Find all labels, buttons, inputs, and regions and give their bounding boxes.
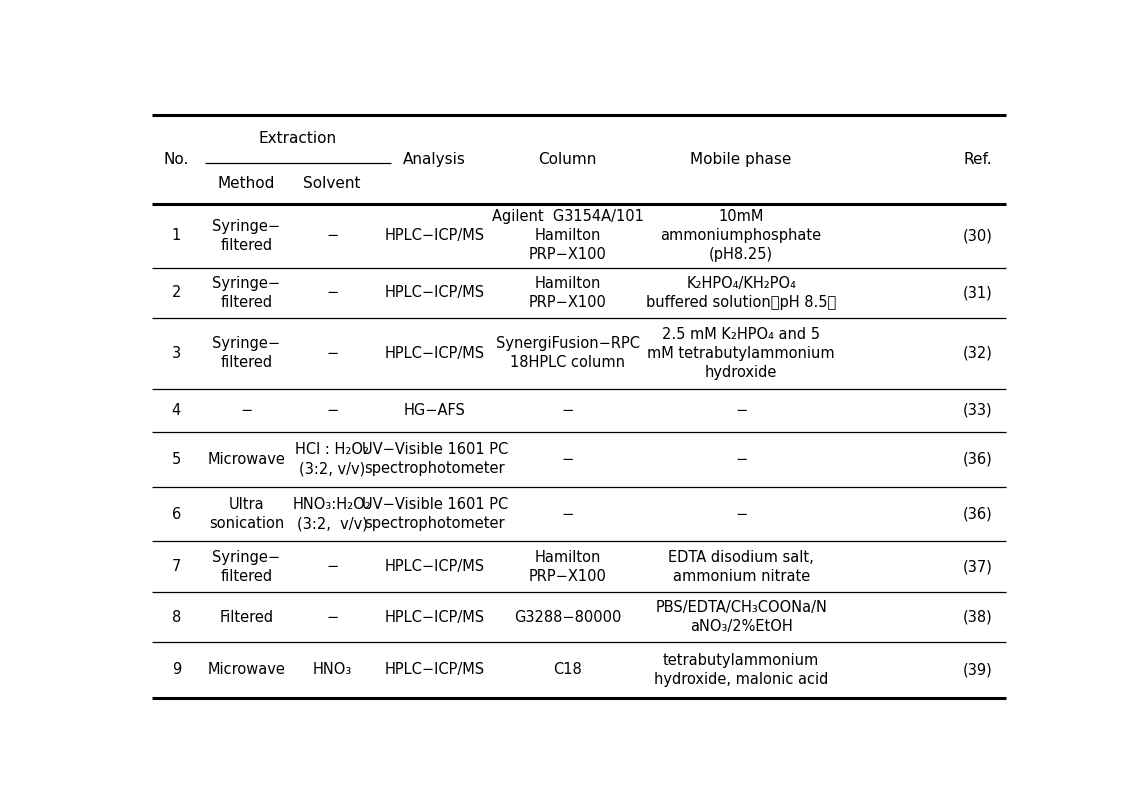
Text: Solvent: Solvent [304, 176, 360, 191]
Text: −: − [562, 507, 574, 521]
Text: 1: 1 [172, 228, 181, 243]
Text: (38): (38) [963, 610, 992, 625]
Text: HNO₃: HNO₃ [313, 662, 351, 677]
Text: G3288−80000: G3288−80000 [514, 610, 622, 625]
Text: (30): (30) [963, 228, 992, 243]
Text: EDTA disodium salt,
ammonium nitrate: EDTA disodium salt, ammonium nitrate [668, 550, 814, 584]
Text: Microwave: Microwave [208, 662, 285, 677]
Text: (36): (36) [963, 451, 992, 466]
Text: 7: 7 [172, 559, 181, 574]
Text: Syringe−
filtered: Syringe− filtered [212, 337, 280, 371]
Text: −: − [327, 346, 338, 361]
Text: −: − [327, 559, 338, 574]
Text: −: − [734, 451, 747, 466]
Text: −: − [241, 403, 252, 418]
Text: Agilent  G3154A/101
Hamilton
PRP−X100: Agilent G3154A/101 Hamilton PRP−X100 [492, 209, 644, 262]
Text: Syringe−
filtered: Syringe− filtered [212, 219, 280, 253]
Text: K₂HPO₄/KH₂PO₄
buffered solution（pH 8.5）: K₂HPO₄/KH₂PO₄ buffered solution（pH 8.5） [646, 276, 836, 310]
Text: PBS/EDTA/CH₃COONa/N
aNO₃/2%EtOH: PBS/EDTA/CH₃COONa/N aNO₃/2%EtOH [655, 600, 827, 634]
Text: Syringe−
filtered: Syringe− filtered [212, 550, 280, 584]
Text: Hamilton
PRP−X100: Hamilton PRP−X100 [529, 276, 607, 310]
Text: 3: 3 [172, 346, 181, 361]
Text: Ultra
sonication: Ultra sonication [209, 497, 284, 531]
Text: 5: 5 [172, 451, 181, 466]
Text: Extraction: Extraction [259, 131, 337, 147]
Text: (39): (39) [963, 662, 992, 677]
Text: −: − [327, 610, 338, 625]
Text: (32): (32) [963, 346, 992, 361]
Text: −: − [327, 285, 338, 300]
Text: HPLC−ICP/MS: HPLC−ICP/MS [384, 285, 485, 300]
Text: −: − [327, 228, 338, 243]
Text: Mobile phase: Mobile phase [690, 151, 792, 166]
Text: Filtered: Filtered [219, 610, 273, 625]
Text: UV−Visible 1601 PC
spectrophotometer: UV−Visible 1601 PC spectrophotometer [362, 442, 507, 476]
Text: Ref.: Ref. [963, 151, 992, 166]
Text: 6: 6 [172, 507, 181, 521]
Text: No.: No. [164, 151, 189, 166]
Text: (33): (33) [963, 403, 992, 418]
Text: 2: 2 [172, 285, 181, 300]
Text: HG−AFS: HG−AFS [403, 403, 466, 418]
Text: 2.5 mM K₂HPO₄ and 5
mM tetrabutylammonium
hydroxide: 2.5 mM K₂HPO₄ and 5 mM tetrabutylammoniu… [647, 326, 835, 380]
Text: −: − [562, 403, 574, 418]
Text: tetrabutylammonium
hydroxide, malonic acid: tetrabutylammonium hydroxide, malonic ac… [654, 653, 828, 687]
Text: 9: 9 [172, 662, 181, 677]
Text: 10mM
ammoniumphosphate
(pH8.25): 10mM ammoniumphosphate (pH8.25) [661, 209, 822, 262]
Text: (36): (36) [963, 507, 992, 521]
Text: Microwave: Microwave [208, 451, 285, 466]
Text: Hamilton
PRP−X100: Hamilton PRP−X100 [529, 550, 607, 584]
Text: HPLC−ICP/MS: HPLC−ICP/MS [384, 662, 485, 677]
Text: SynergiFusion−RPC
18HPLC column: SynergiFusion−RPC 18HPLC column [496, 337, 640, 371]
Text: −: − [734, 507, 747, 521]
Text: Column: Column [539, 151, 597, 166]
Text: C18: C18 [554, 662, 582, 677]
Text: HPLC−ICP/MS: HPLC−ICP/MS [384, 610, 485, 625]
Text: −: − [327, 403, 338, 418]
Text: Syringe−
filtered: Syringe− filtered [212, 276, 280, 310]
Text: HNO₃:H₂O₂
(3:2,  v/v): HNO₃:H₂O₂ (3:2, v/v) [293, 497, 372, 531]
Text: HPLC−ICP/MS: HPLC−ICP/MS [384, 559, 485, 574]
Text: 8: 8 [172, 610, 181, 625]
Text: HPLC−ICP/MS: HPLC−ICP/MS [384, 228, 485, 243]
Text: 4: 4 [172, 403, 181, 418]
Text: −: − [562, 451, 574, 466]
Text: HCl : H₂O₂
(3:2, v/v): HCl : H₂O₂ (3:2, v/v) [295, 442, 370, 476]
Text: (31): (31) [963, 285, 992, 300]
Text: UV−Visible 1601 PC
spectrophotometer: UV−Visible 1601 PC spectrophotometer [362, 497, 507, 531]
Text: Analysis: Analysis [403, 151, 466, 166]
Text: (37): (37) [963, 559, 992, 574]
Text: HPLC−ICP/MS: HPLC−ICP/MS [384, 346, 485, 361]
Text: Method: Method [218, 176, 275, 191]
Text: −: − [734, 403, 747, 418]
